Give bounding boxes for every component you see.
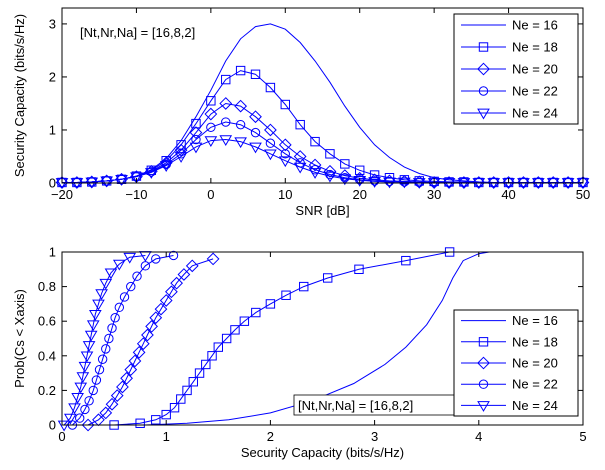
legend-label-1: Ne = 18 <box>512 40 558 55</box>
legend-label-3: Ne = 22 <box>512 377 558 392</box>
y-tick-label: 0 <box>49 176 56 191</box>
legend-label-3: Ne = 22 <box>512 84 558 99</box>
x-tick-label: −10 <box>125 187 147 202</box>
legend-label-0: Ne = 16 <box>512 313 558 328</box>
x-axis-label: SNR [dB] <box>295 203 349 218</box>
y-tick-label: 0.4 <box>38 348 56 363</box>
x-tick-label: 50 <box>576 187 590 202</box>
y-tick-label: 0.8 <box>38 279 56 294</box>
x-tick-label: 3 <box>371 429 378 444</box>
legend: Ne = 16 Ne = 18 Ne = 20 Ne = 22 Ne = 24 <box>454 310 578 416</box>
legend-label-1: Ne = 18 <box>512 334 558 349</box>
x-tick-label: 1 <box>163 429 170 444</box>
x-tick-label: 30 <box>427 187 441 202</box>
legend-label-2: Ne = 20 <box>512 356 558 371</box>
x-tick-label: 10 <box>278 187 292 202</box>
y-tick-label: 1 <box>49 245 56 260</box>
x-tick-label: 4 <box>475 429 482 444</box>
x-tick-label: 2 <box>267 429 274 444</box>
legend: Ne = 16 Ne = 18 Ne = 20 Ne = 22 Ne = 24 <box>454 14 578 124</box>
annotation-text: [Nt,Nr,Na] = [16,8,2] <box>298 398 413 413</box>
y-tick-label: 0 <box>49 418 56 433</box>
x-tick-label: 5 <box>579 429 586 444</box>
y-tick-label: 0.2 <box>38 383 56 398</box>
legend-label-4: Ne = 24 <box>512 398 558 413</box>
y-tick-label: 0.6 <box>38 314 56 329</box>
legend-label-0: Ne = 16 <box>512 18 558 33</box>
legend-label-2: Ne = 20 <box>512 62 558 77</box>
x-tick-label: 40 <box>501 187 515 202</box>
annotation-text: [Nt,Nr,Na] = [16,8,2] <box>80 25 195 40</box>
x-axis-label: Security Capacity (bits/s/Hz) <box>241 445 404 460</box>
legend-label-4: Ne = 24 <box>512 106 558 121</box>
y-tick-label: 1 <box>49 122 56 137</box>
top-chart-capacity-vs-snr: −20 −10 0 10 20 30 40 500123SNR [dB]Security Ca… <box>12 8 590 218</box>
y-tick-label: 3 <box>49 16 56 31</box>
y-axis-label: Prob(Cs < Xaxis) <box>12 289 27 388</box>
x-tick-label: 20 <box>352 187 366 202</box>
y-tick-label: 2 <box>49 69 56 84</box>
x-tick-label: 0 <box>58 429 65 444</box>
x-tick-label: 0 <box>207 187 214 202</box>
bottom-chart-cdf: 0 1 2 3 4 5 0 0.2 0.4 0.6 0.8 1 Security Capacity (b… <box>12 245 587 461</box>
y-axis-label: Security Capacity (bits/s/Hz) <box>12 14 27 177</box>
